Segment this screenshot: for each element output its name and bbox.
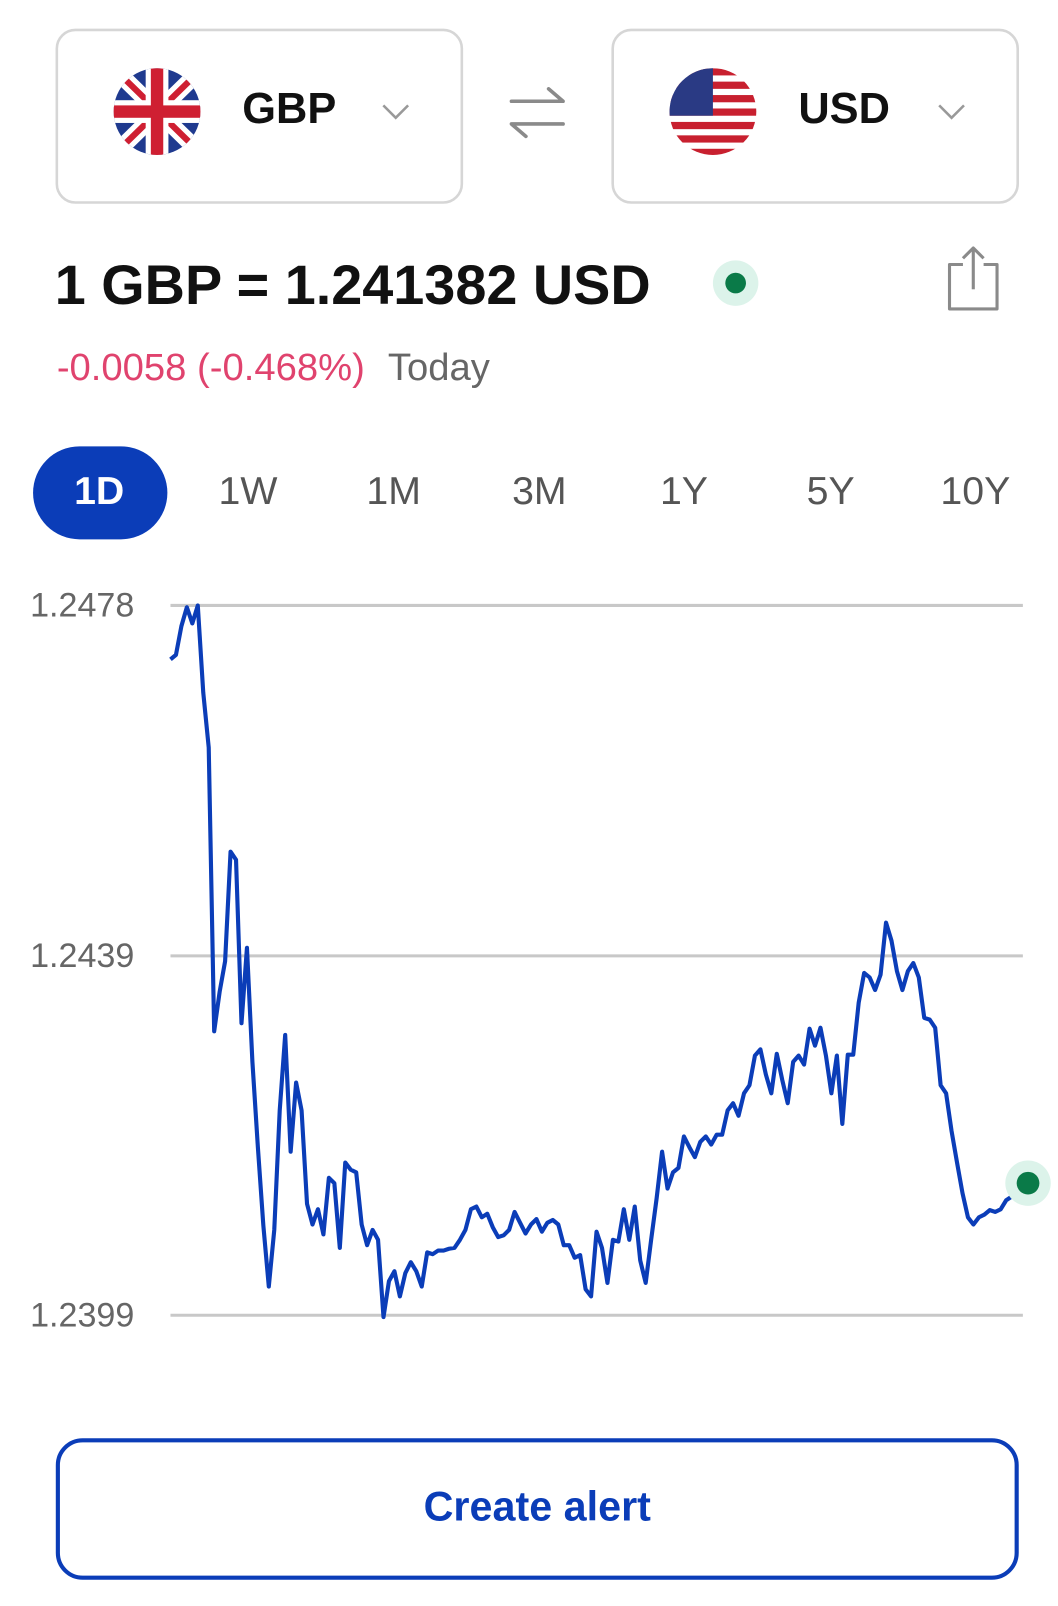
rate-change: -0.0058 (-0.468%) Today (57, 346, 491, 389)
tab-label[interactable]: 3M (512, 469, 567, 513)
active-tab[interactable] (33, 446, 168, 540)
tab-label[interactable]: 1W (219, 469, 278, 513)
tab-label[interactable]: 5Y (807, 469, 855, 513)
share-icon[interactable] (947, 246, 999, 311)
price-line (169, 603, 1029, 1320)
y-tick-label: 1.2399 (30, 1296, 134, 1334)
current-point (1016, 1171, 1040, 1195)
change-period: Today (388, 346, 491, 389)
to-selector[interactable]: USD (611, 28, 1019, 204)
tab-label[interactable]: 1Y (660, 469, 708, 513)
to-currency[interactable]: USD (798, 85, 890, 133)
tab-label[interactable]: 1D (74, 469, 124, 513)
button-label[interactable]: Create alert (424, 1483, 652, 1529)
live-dot (725, 272, 746, 294)
y-tick-label: 1.2478 (30, 587, 134, 625)
from-currency[interactable]: GBP (242, 85, 336, 133)
chevron[interactable] (382, 104, 410, 120)
from-selector[interactable]: GBP (55, 28, 464, 204)
chevron[interactable] (938, 104, 965, 120)
rate-text: 1 GBP = 1.241382 USD (55, 253, 651, 316)
range-tabs: 1D 1W 1M 3M 1Y 5Y 10Y (33, 446, 1010, 540)
uk-flag (113, 68, 201, 155)
change-value: -0.0058 (-0.468%) (57, 346, 365, 389)
tab-label[interactable]: 10Y (940, 469, 1010, 513)
tab-label[interactable]: 1M (366, 469, 421, 513)
create-alert-button[interactable] (55, 1438, 1019, 1580)
swap-icon[interactable] (509, 87, 565, 139)
chart: 1.2478 1.2439 1.2399 (30, 587, 1051, 1334)
y-tick-label: 1.2439 (30, 937, 134, 975)
